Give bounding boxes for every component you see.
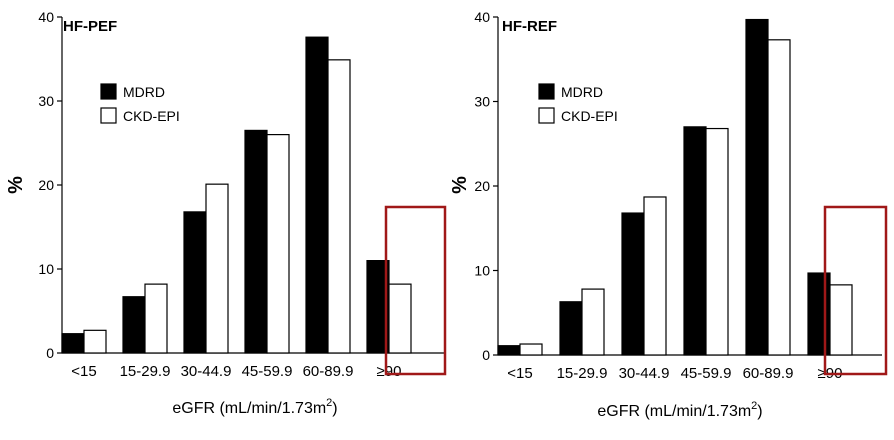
legend-label: MDRD: [123, 84, 165, 100]
bar-mdrd: [497, 345, 521, 356]
x-tick-label: 30-44.9: [181, 363, 232, 380]
x-tick-label: 15-29.9: [120, 363, 171, 380]
y-tick-label: 30: [38, 93, 54, 109]
bar-mdrd: [244, 129, 268, 354]
legend-label: MDRD: [561, 84, 603, 100]
bar-ckd-epi: [266, 134, 290, 354]
bar-mdrd: [807, 272, 831, 356]
y-tick-label: 10: [474, 263, 490, 279]
bar-ckd-epi: [705, 127, 729, 356]
bar-mdrd: [61, 333, 85, 354]
x-tick-label: 15-29.9: [557, 365, 608, 382]
chart-title: HF-REF: [502, 18, 557, 35]
chart-panel-2: 0 10 20 30 40 <15 15-29.9 30-44.9 45-59.9 60-89.9…: [449, 9, 888, 420]
bar-ckd-epi: [767, 39, 791, 356]
bar-ckd-epi: [327, 59, 351, 354]
bar-ckd-epi: [205, 183, 229, 354]
legend-swatch: [100, 107, 117, 124]
y-tick-label: 0: [46, 345, 54, 361]
chart-panel-1: 0 10 20 30 40 <15 15-29.9 30-44.9 45-59.9 60-89.9…: [5, 9, 447, 417]
x-tick-label: <15: [71, 363, 96, 380]
y-tick-label: 10: [38, 261, 54, 277]
y-tick-label: 20: [474, 178, 490, 194]
bar-mdrd: [305, 36, 329, 354]
x-tick-label: <15: [507, 365, 532, 382]
legend-swatch: [538, 107, 555, 124]
y-axis-label: %: [5, 176, 27, 194]
legend-label: CKD-EPI: [123, 108, 180, 124]
bar-mdrd: [559, 301, 583, 356]
highlight-box: [823, 205, 888, 376]
legend-swatch: [100, 83, 117, 100]
x-axis-label: eGFR (mL/min/1.73m2): [597, 400, 762, 420]
y-tick-label: 30: [474, 94, 490, 110]
bar-mdrd: [745, 18, 769, 356]
y-tick-label: 40: [38, 9, 54, 25]
legend-label: CKD-EPI: [561, 108, 618, 124]
y-tick-label: 0: [482, 347, 490, 363]
x-tick-label: 60-89.9: [743, 365, 794, 382]
y-tick-label: 40: [474, 9, 490, 25]
bar-ckd-epi: [829, 284, 853, 356]
bar-ckd-epi: [388, 283, 412, 354]
x-axis-label: eGFR (mL/min/1.73m2): [172, 397, 337, 417]
x-tick-label: 30-44.9: [619, 365, 670, 382]
legend-swatch: [538, 83, 555, 100]
bar-mdrd: [183, 211, 207, 354]
bar-ckd-epi: [643, 196, 667, 356]
bar-ckd-epi: [519, 343, 543, 356]
y-tick-label: 20: [38, 177, 54, 193]
bar-ckd-epi: [83, 329, 107, 354]
x-tick-label: 45-59.9: [681, 365, 732, 382]
highlight-box: [384, 205, 447, 376]
bar-mdrd: [122, 296, 146, 354]
x-tick-label: 60-89.9: [303, 363, 354, 380]
bar-mdrd: [621, 212, 645, 356]
x-tick-label: 45-59.9: [242, 363, 293, 380]
x-tick-label: ≥90: [377, 363, 402, 380]
bar-ckd-epi: [581, 288, 605, 356]
y-axis-label: %: [449, 176, 471, 194]
bar-ckd-epi: [144, 283, 168, 354]
bar-mdrd: [683, 126, 707, 356]
chart-title: HF-PEF: [63, 18, 117, 35]
